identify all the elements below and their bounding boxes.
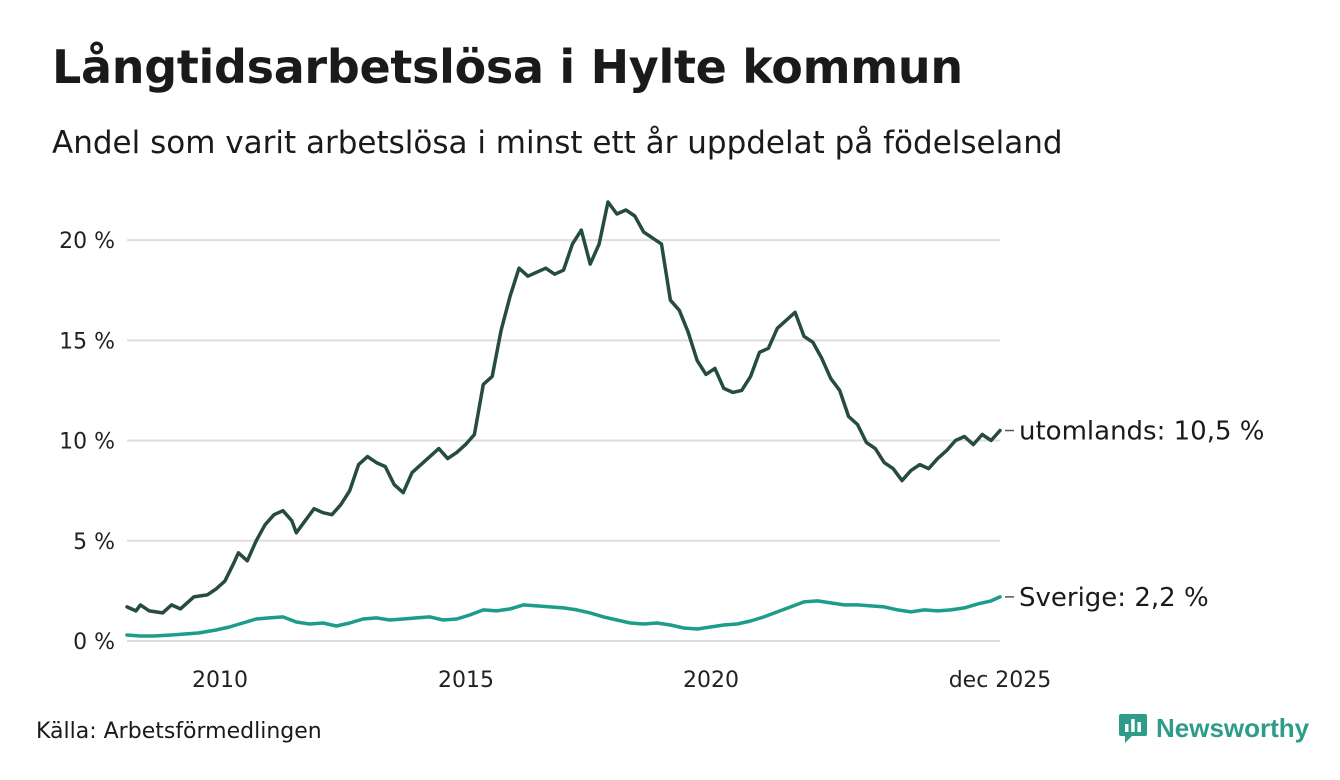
x-tick-label: 2020	[683, 668, 739, 693]
y-tick-label: 10 %	[59, 430, 115, 455]
brand-name: Newsworthy	[1156, 712, 1310, 743]
chart-title: Långtidsarbetslösa i Hylte kommun	[52, 40, 963, 94]
chart-subtitle: Andel som varit arbetslösa i minst ett å…	[52, 125, 1063, 161]
series-line-utomlands	[125, 200, 1002, 615]
x-axis: 2010 2015 2020 dec 2025	[192, 668, 1051, 693]
end-label-sverige: Sverige: 2,2 %	[1019, 583, 1209, 613]
end-label-utomlands: utomlands: 10,5 %	[1019, 417, 1264, 447]
series-line-sverige	[125, 595, 1002, 638]
y-tick-label: 15 %	[59, 329, 115, 354]
x-tick-label: dec 2025	[949, 668, 1052, 693]
y-tick-label: 20 %	[59, 229, 115, 254]
series-lines	[125, 200, 1002, 638]
newsworthy-chat-icon	[1119, 714, 1147, 743]
y-tick-label: 0 %	[73, 630, 115, 655]
x-tick-label: 2010	[192, 668, 248, 693]
end-labels: utomlands: 10,5 % Sverige: 2,2 %	[1005, 417, 1264, 613]
y-axis: 0 % 5 % 10 % 15 % 20 %	[59, 229, 115, 655]
gridlines	[127, 239, 1000, 642]
y-tick-label: 5 %	[73, 530, 115, 555]
x-tick-label: 2015	[438, 668, 494, 693]
source-note: Källa: Arbetsförmedlingen	[36, 719, 322, 744]
newsworthy-logo: Newsworthy	[1118, 712, 1309, 744]
